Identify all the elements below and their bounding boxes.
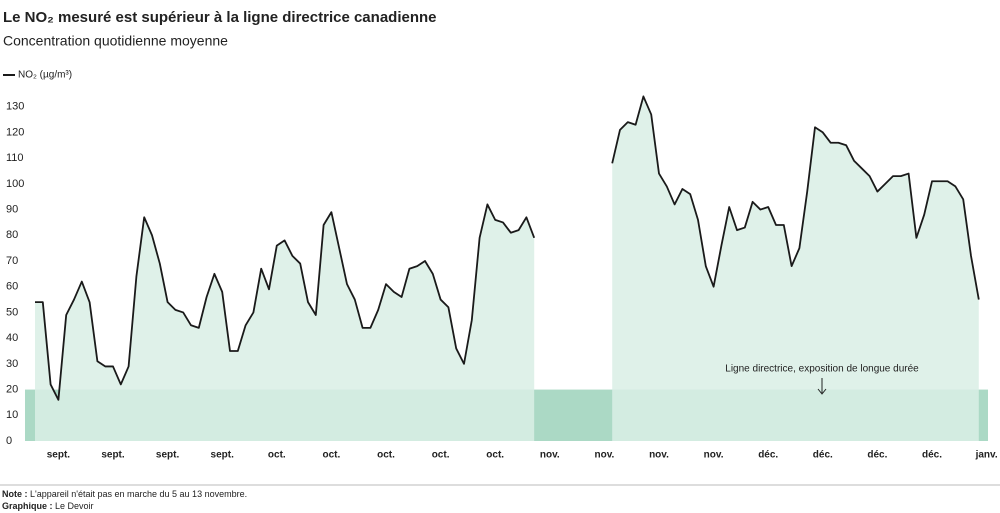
y-tick-label: 70 <box>6 255 18 267</box>
x-tick-label: nov. <box>540 450 560 461</box>
credit: Graphique : Le Devoir <box>2 501 94 511</box>
y-tick-label: 20 <box>6 383 18 395</box>
x-tick-label: déc. <box>813 450 833 461</box>
x-tick-label: oct. <box>377 450 395 461</box>
line <box>611 95 980 300</box>
credit-text: Le Devoir <box>55 501 94 511</box>
x-tick-label: nov. <box>704 450 724 461</box>
y-tick-label: 10 <box>6 409 18 421</box>
x-tick-label: nov. <box>649 450 669 461</box>
y-tick-label: 0 <box>6 435 12 447</box>
y-tick-label: 60 <box>6 281 18 293</box>
credit-label: Graphique : <box>2 501 53 511</box>
guideline-label: Ligne directrice, exposition de longue d… <box>725 364 919 375</box>
chart-title: Le NO₂ mesuré est supérieur à la ligne d… <box>3 9 437 26</box>
x-tick-label: déc. <box>867 450 887 461</box>
note-label: Note : <box>2 489 28 499</box>
x-tick-label: janv. <box>975 450 998 461</box>
x-tick-label: sept. <box>47 450 71 461</box>
y-tick-label: 80 <box>6 229 18 241</box>
x-tick-label: sept. <box>101 450 125 461</box>
y-tick-label: 40 <box>6 332 18 344</box>
x-tick-label: oct. <box>323 450 341 461</box>
annotation-arrowhead <box>817 388 827 395</box>
note: Note : L'appareil n'était pas en marche … <box>2 489 247 499</box>
x-tick-label: sept. <box>156 450 180 461</box>
y-tick-label: 50 <box>6 306 18 318</box>
x-tick-label: déc. <box>758 450 778 461</box>
chart-subtitle: Concentration quotidienne moyenne <box>3 33 228 49</box>
x-tick-label: oct. <box>268 450 286 461</box>
line <box>35 203 536 401</box>
y-tick-label: 130 <box>6 101 24 113</box>
y-tick-label: 120 <box>6 126 24 138</box>
y-tick-label: 110 <box>6 152 24 164</box>
x-tick-label: sept. <box>211 450 235 461</box>
x-tick-label: déc. <box>922 450 942 461</box>
y-tick-label: 30 <box>6 358 18 370</box>
x-tick-label: oct. <box>486 450 504 461</box>
note-text: L'appareil n'était pas en marche du 5 au… <box>30 489 247 499</box>
y-tick-label: 90 <box>6 203 18 215</box>
x-tick-label: oct. <box>432 450 450 461</box>
y-tick-label: 100 <box>6 178 24 190</box>
area <box>612 96 979 441</box>
x-tick-label: nov. <box>594 450 614 461</box>
legend-label: NO₂ (µg/m³) <box>18 70 72 81</box>
